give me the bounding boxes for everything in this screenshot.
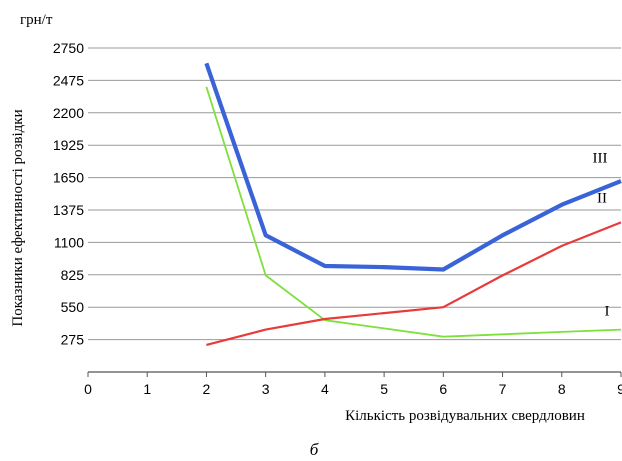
y-tick-label: 1925 — [53, 137, 84, 153]
y-axis-label: Показники ефективності розвідки — [10, 109, 26, 326]
series-label-II: II — [597, 190, 607, 206]
y-tick-label: 1100 — [54, 234, 84, 250]
y-tick-label: 2750 — [53, 40, 84, 56]
x-tick-label: 5 — [380, 381, 388, 397]
y-tick-label: 275 — [61, 332, 85, 348]
y-tick-label: 1650 — [53, 170, 84, 186]
y-tick-label: 1375 — [53, 202, 84, 218]
x-tick-label: 6 — [439, 381, 447, 397]
y-tick-label: 2475 — [53, 72, 84, 88]
series-line-III — [204, 62, 622, 272]
series-lines — [204, 62, 622, 346]
x-axis-label: Кількість розвідувальних свердловин — [345, 408, 585, 424]
x-tick-label: 8 — [558, 381, 566, 397]
figure-caption: б — [310, 440, 319, 459]
series-line-I — [205, 86, 622, 338]
series-label-I: I — [605, 303, 610, 319]
x-tick-label: 3 — [262, 381, 270, 397]
x-tick-label: 9 — [617, 381, 622, 397]
x-tick-label: 2 — [203, 381, 211, 397]
axes — [87, 371, 622, 377]
y-tick-label: 825 — [61, 267, 85, 283]
series-line-II — [206, 221, 622, 346]
grid-lines — [88, 47, 621, 341]
y-tick-label: 550 — [61, 299, 85, 315]
unit-label: грн/т — [20, 12, 53, 28]
x-tick-label: 7 — [499, 381, 507, 397]
x-tick-label: 1 — [143, 381, 151, 397]
x-tick-label: 4 — [321, 381, 329, 397]
series-label-III: III — [593, 150, 608, 166]
x-tick-label: 0 — [84, 381, 92, 397]
y-tick-label: 2200 — [53, 105, 84, 121]
